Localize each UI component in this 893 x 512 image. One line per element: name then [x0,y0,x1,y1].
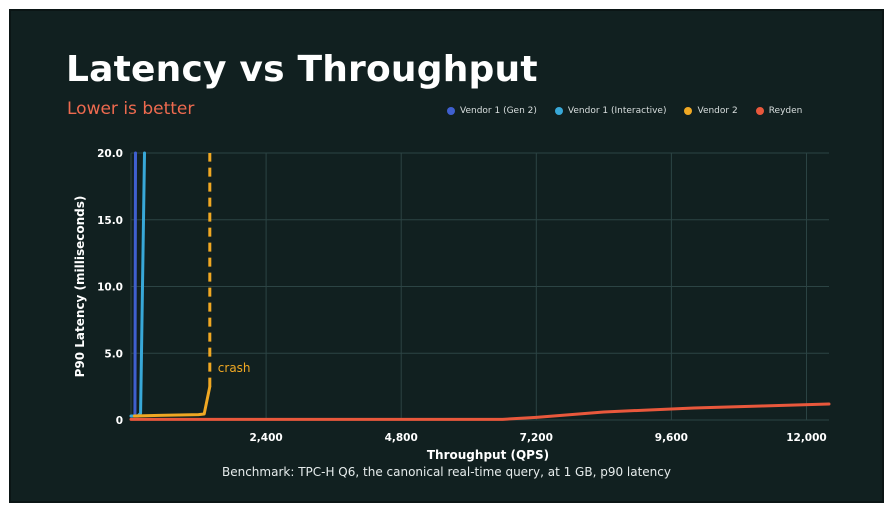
series-line-2 [132,385,212,418]
chart-subtitle: Lower is better [67,99,195,119]
x-tick-label: 2,400 [249,432,282,444]
legend-marker-reyden [755,107,764,115]
legend-item-vendor1-gen2: Vendor 1 (Gen 2) [447,106,537,116]
x-tick-label: 9,600 [655,432,688,444]
y-tick-label: 15.0 [97,215,123,227]
legend-item-vendor2: Vendor 2 [684,106,738,116]
series-layer [129,151,831,421]
legend-label-reyden: Reyden [768,106,803,116]
crash-annotation: crash [218,361,251,375]
y-tick-label: 0 [116,415,123,427]
benchmark-caption: Benchmark: TPC-H Q6, the canonical real-… [221,465,671,479]
legend-label-vendor1-gen2: Vendor 1 (Gen 2) [460,106,537,116]
annotation-layer: crash [218,361,251,375]
x-tick-label: 4,800 [385,432,418,444]
legend-label-vendor2: Vendor 2 [697,106,738,116]
legend-marker-vendor1-gen2 [447,107,455,115]
tick-layer: 0 5.0 10.0 15.0 20.0 2,400 4,800 7,200 9,600 12,0… [97,148,827,444]
legend-marker-vendor2 [684,107,693,115]
series-line-1 [129,151,147,418]
series-line-3 [129,402,831,421]
x-tick-label: 7,200 [520,432,553,444]
legend-item-reyden: Reyden [755,106,803,116]
y-tick-label: 10.0 [97,282,123,294]
x-tick-label: 12,000 [786,432,827,444]
series-line-0 [131,151,138,418]
y-tick-label: 5.0 [104,348,123,360]
legend-label-vendor1-interactive: Vendor 1 (Interactive) [567,106,667,116]
y-tick-label: 20.0 [97,148,123,160]
y-axis-title: P90 Latency (milliseconds) [73,196,87,378]
chart-legend: Vendor 1 (Gen 2) Vendor 1 (Interactive) … [447,106,820,116]
legend-marker-vendor1-interactive [554,107,563,115]
grid-layer [130,152,829,421]
legend-item-vendor1-interactive: Vendor 1 (Interactive) [554,106,667,116]
x-axis-title: Throughput (QPS) [427,448,549,462]
page-title: Latency vs Throughput [66,49,538,90]
